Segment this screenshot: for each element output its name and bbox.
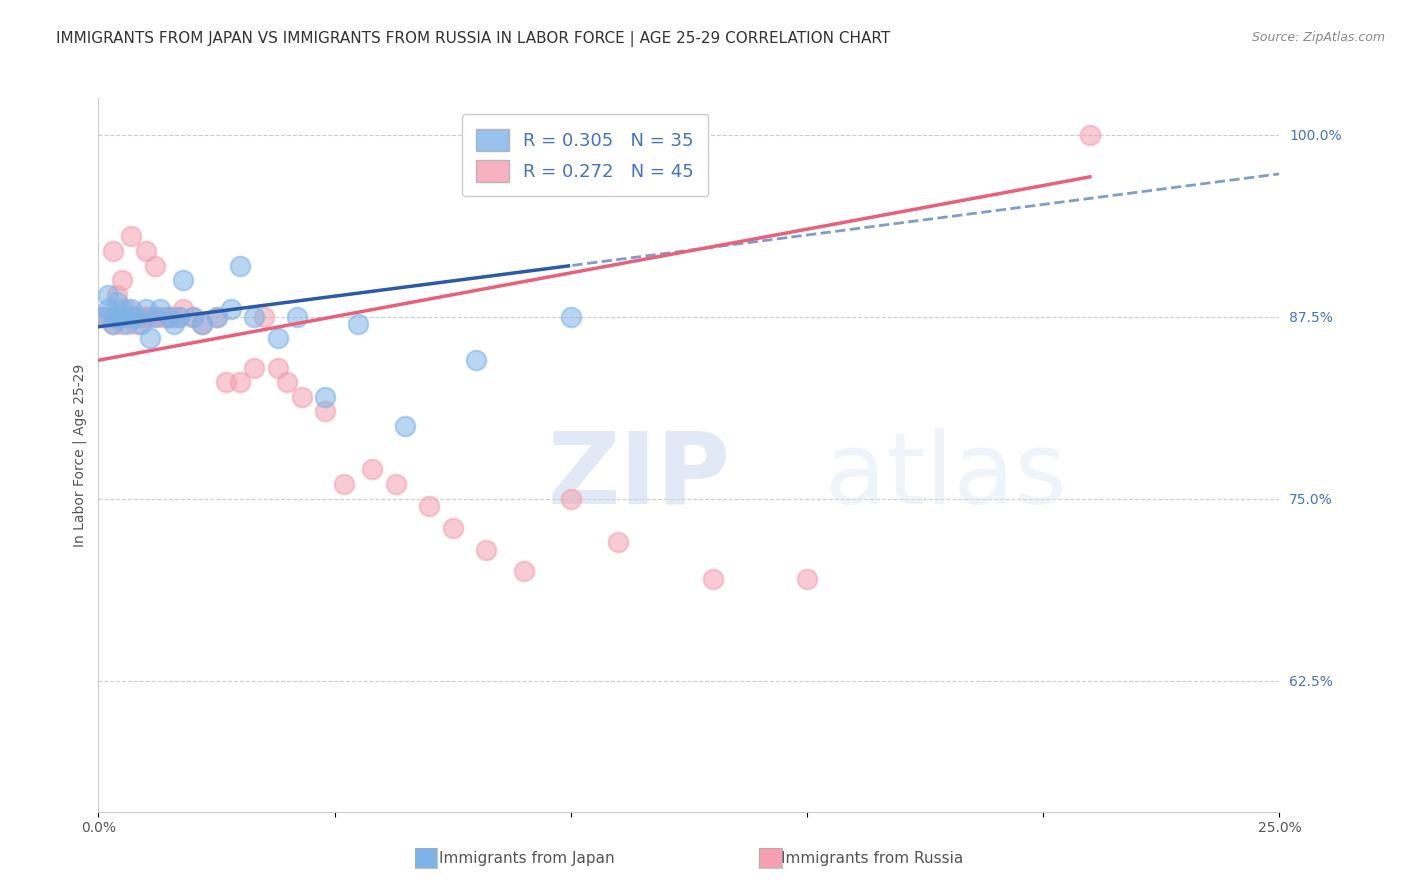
- Point: [1080, 128, 1102, 142]
- Point: [385, 477, 408, 491]
- Point: [97, 287, 120, 301]
- Point: [172, 273, 194, 287]
- Point: [125, 310, 148, 324]
- Point: [215, 375, 238, 389]
- Point: [167, 310, 190, 324]
- Point: [347, 317, 370, 331]
- Point: [121, 310, 143, 324]
- Point: [607, 535, 630, 549]
- Point: [91, 310, 114, 324]
- Point: [229, 259, 252, 273]
- Text: Immigrants from Japan: Immigrants from Japan: [440, 851, 614, 865]
- Text: ZIP: ZIP: [547, 428, 730, 524]
- Point: [243, 310, 266, 324]
- Point: [441, 521, 464, 535]
- Point: [111, 310, 134, 324]
- Point: [105, 310, 128, 324]
- Point: [101, 317, 124, 331]
- Point: [111, 302, 134, 317]
- Point: [229, 375, 252, 389]
- Point: [139, 331, 162, 345]
- Point: [181, 310, 204, 324]
- Point: [101, 310, 124, 324]
- Point: [191, 317, 214, 331]
- Point: [560, 310, 582, 324]
- Point: [163, 310, 186, 324]
- Point: [394, 418, 416, 433]
- Point: [290, 390, 312, 404]
- Point: [149, 302, 172, 317]
- Point: [115, 317, 138, 331]
- Text: atlas: atlas: [825, 428, 1066, 524]
- Point: [267, 331, 290, 345]
- Text: Immigrants from Russia: Immigrants from Russia: [780, 851, 963, 865]
- Point: [135, 310, 157, 324]
- Point: [157, 310, 180, 324]
- Text: Source: ZipAtlas.com: Source: ZipAtlas.com: [1251, 31, 1385, 45]
- Point: [163, 317, 186, 331]
- Point: [129, 310, 152, 324]
- Point: [512, 565, 534, 579]
- Point: [125, 317, 148, 331]
- Point: [276, 375, 298, 389]
- Point: [121, 229, 143, 244]
- Point: [314, 404, 336, 418]
- Legend: R = 0.305   N = 35, R = 0.272   N = 45: R = 0.305 N = 35, R = 0.272 N = 45: [461, 114, 709, 196]
- Point: [243, 360, 266, 375]
- Point: [219, 302, 242, 317]
- Point: [135, 244, 157, 258]
- Point: [101, 317, 124, 331]
- Y-axis label: In Labor Force | Age 25-29: In Labor Force | Age 25-29: [73, 363, 87, 547]
- Point: [115, 302, 138, 317]
- Point: [191, 317, 214, 331]
- Point: [475, 542, 498, 557]
- Point: [267, 360, 290, 375]
- Point: [333, 477, 356, 491]
- Point: [143, 259, 166, 273]
- Point: [139, 310, 162, 324]
- Point: [105, 287, 128, 301]
- Point: [135, 302, 157, 317]
- Point: [167, 310, 190, 324]
- Point: [465, 353, 488, 368]
- Point: [205, 310, 228, 324]
- Point: [418, 499, 440, 513]
- Text: IMMIGRANTS FROM JAPAN VS IMMIGRANTS FROM RUSSIA IN LABOR FORCE | AGE 25-29 CORRE: IMMIGRANTS FROM JAPAN VS IMMIGRANTS FROM…: [56, 31, 890, 47]
- Point: [121, 302, 143, 317]
- Point: [253, 310, 276, 324]
- Point: [702, 572, 724, 586]
- Point: [149, 310, 172, 324]
- Point: [361, 462, 384, 476]
- Point: [172, 302, 194, 317]
- Point: [314, 390, 336, 404]
- Point: [285, 310, 308, 324]
- Point: [205, 310, 228, 324]
- Point: [97, 302, 120, 317]
- Point: [91, 310, 114, 324]
- Point: [143, 310, 166, 324]
- Point: [153, 310, 176, 324]
- Point: [560, 491, 582, 506]
- Point: [796, 572, 818, 586]
- Point: [111, 317, 134, 331]
- Point: [105, 295, 128, 310]
- Point: [111, 273, 134, 287]
- Point: [157, 310, 180, 324]
- Point: [181, 310, 204, 324]
- Point: [101, 244, 124, 258]
- Point: [129, 317, 152, 331]
- Point: [115, 310, 138, 324]
- Point: [97, 310, 120, 324]
